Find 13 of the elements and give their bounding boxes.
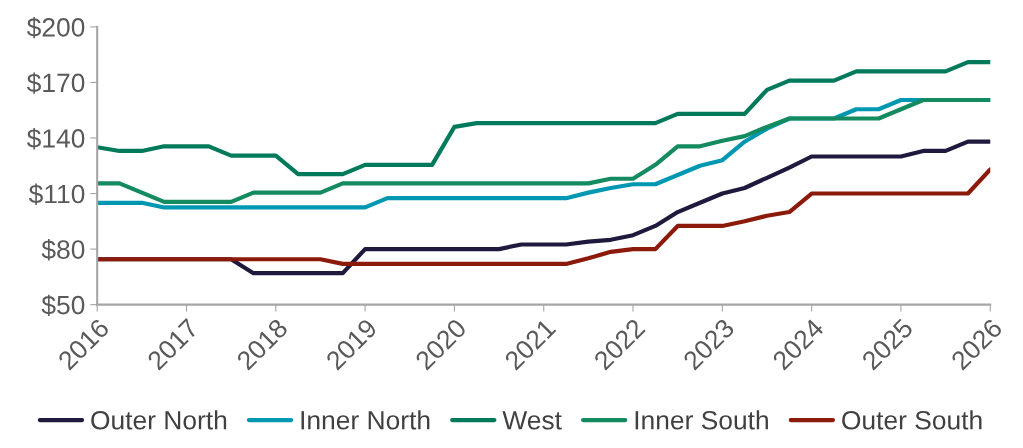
y-tick-label: $140 bbox=[26, 128, 85, 150]
y-tick-label: $200 bbox=[26, 16, 85, 39]
legend-label: Inner South bbox=[635, 410, 768, 430]
y-tick-label: $110 bbox=[28, 183, 85, 205]
legend-label: Inner North bbox=[301, 410, 430, 430]
legend-label: West bbox=[502, 411, 562, 430]
y-tick-label: $170 bbox=[26, 72, 85, 94]
line-series bbox=[97, 59, 991, 177]
legend-label: Outer North bbox=[91, 410, 227, 430]
legend-label: Outer South bbox=[842, 410, 982, 430]
line-series bbox=[97, 167, 991, 266]
y-tick-label: $50 bbox=[41, 294, 85, 317]
y-tick-label: $80 bbox=[41, 239, 85, 261]
